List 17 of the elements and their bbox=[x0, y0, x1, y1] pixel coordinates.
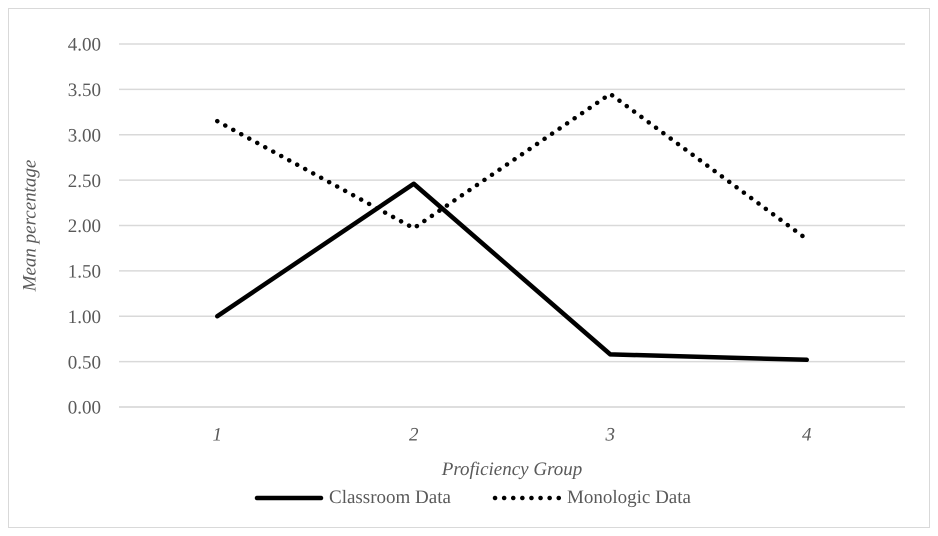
legend-label: Monologic Data bbox=[566, 487, 691, 509]
y-axis-title: Mean percentage bbox=[20, 160, 41, 292]
x-tick-label: 2 bbox=[409, 424, 419, 446]
x-tick-label: 3 bbox=[604, 424, 615, 446]
y-tick-label: 4.00 bbox=[68, 34, 101, 56]
y-tick-label: 1.50 bbox=[68, 262, 101, 283]
y-tick-label: 1.00 bbox=[68, 306, 101, 328]
x-tick-label: 4 bbox=[802, 424, 812, 446]
y-tick-label: 0.00 bbox=[68, 398, 101, 419]
legend-label: Classroom Data bbox=[329, 487, 451, 509]
y-tick-label: 3.50 bbox=[68, 80, 101, 102]
y-tick-label: 2.50 bbox=[68, 170, 101, 192]
y-tick-label: 0.50 bbox=[68, 352, 101, 374]
y-tick-label: 3.00 bbox=[68, 125, 101, 146]
y-tick-label: 2.00 bbox=[68, 216, 101, 238]
x-axis-title: Proficiency Group bbox=[440, 459, 582, 480]
x-tick-label: 1 bbox=[212, 424, 222, 446]
